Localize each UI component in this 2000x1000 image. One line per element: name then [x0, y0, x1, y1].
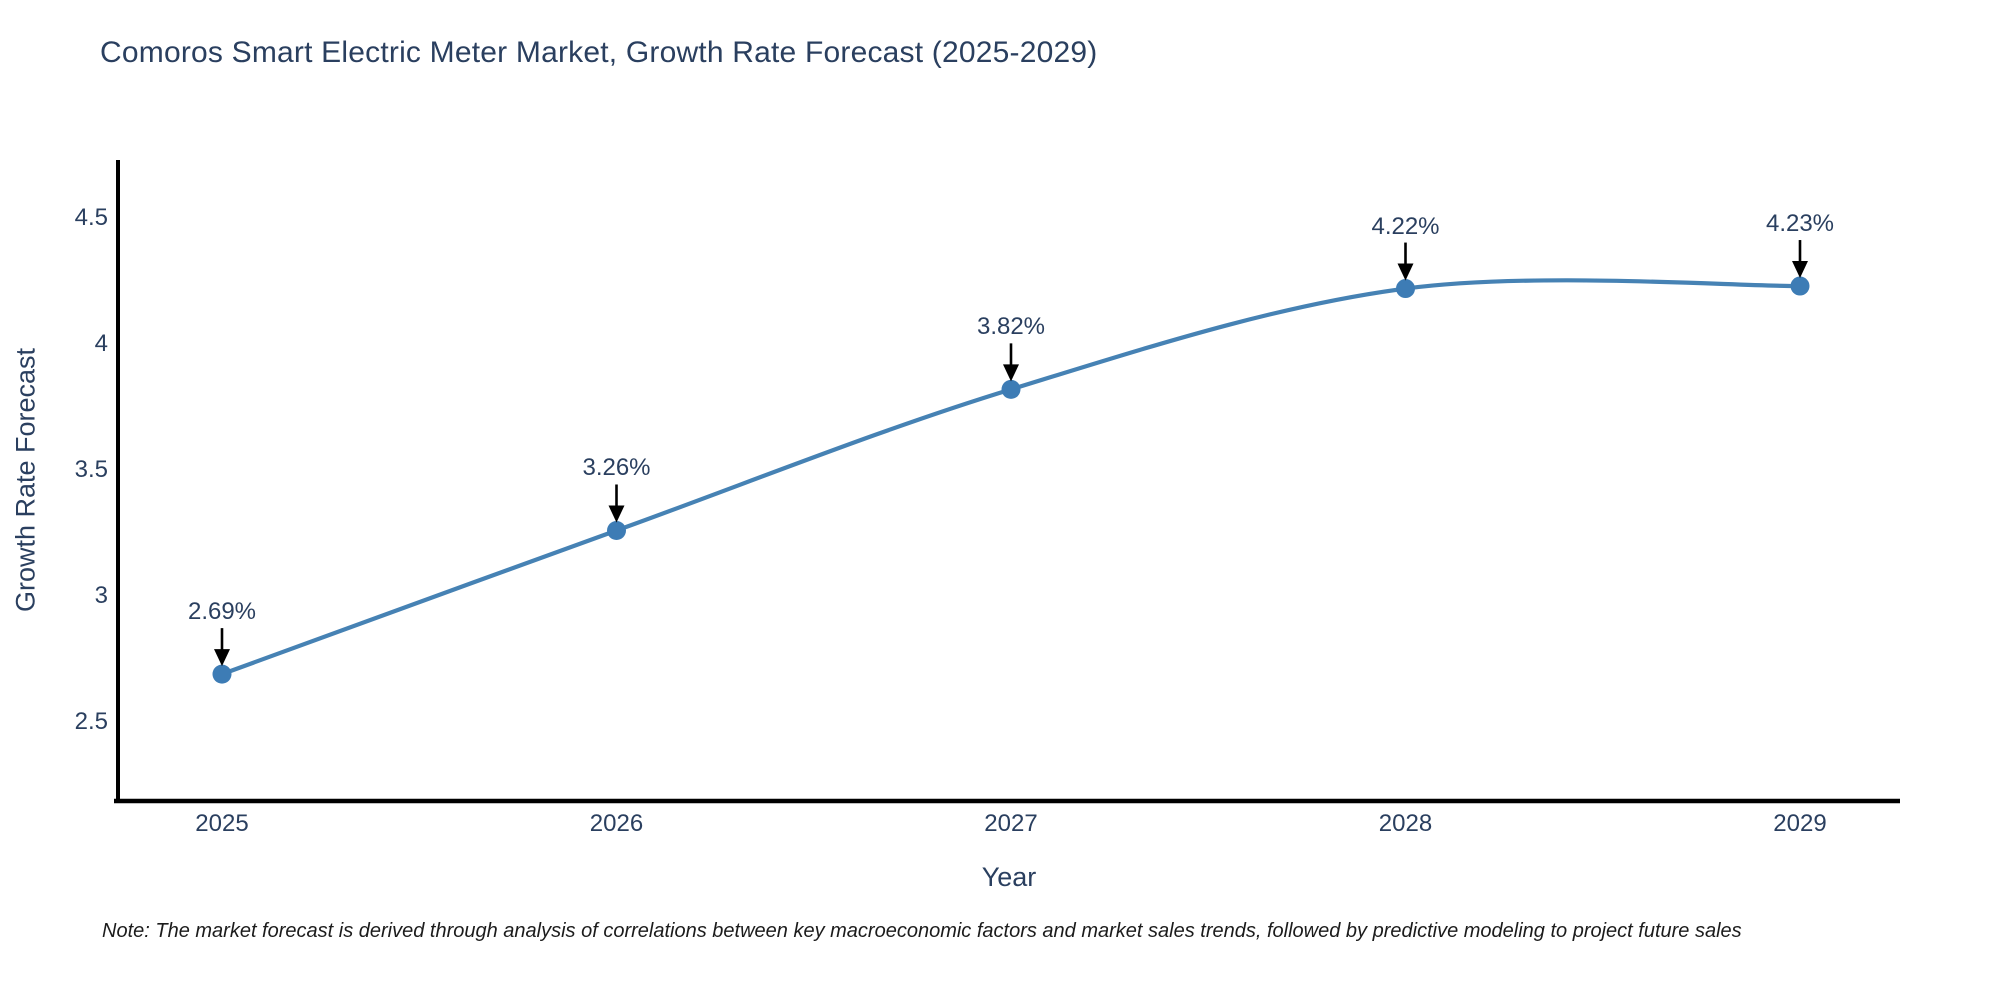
x-axis-title: Year: [981, 862, 1037, 892]
y-tick-label: 4.5: [74, 204, 108, 231]
data-point-marker: [607, 520, 626, 540]
x-tick-label: 2026: [589, 810, 644, 837]
annotation-arrowhead: [1792, 261, 1808, 279]
point-value-label: 3.26%: [582, 454, 651, 482]
annotation-arrowhead: [608, 505, 625, 523]
point-value-label: 2.69%: [187, 598, 257, 626]
chart-note: Note: The market forecast is derived thr…: [102, 920, 1742, 942]
data-point-marker: [212, 664, 232, 684]
point-value-label: 4.22%: [1371, 212, 1440, 240]
y-tick-label: 2.5: [74, 708, 108, 735]
annotation-arrowhead: [214, 649, 230, 667]
data-point-marker: [1001, 379, 1021, 399]
point-value-label: 4.23%: [1765, 210, 1835, 238]
annotation-arrowhead: [1003, 364, 1019, 382]
x-tick-label: 2025: [195, 810, 249, 837]
y-tick-label: 3: [94, 582, 108, 609]
data-point-marker: [1790, 276, 1810, 296]
x-tick-label: 2027: [984, 810, 1038, 837]
x-tick-label: 2028: [1378, 810, 1433, 837]
x-tick-label: 2029: [1773, 810, 1827, 837]
data-point-marker: [1396, 279, 1415, 299]
chart-title: Comoros Smart Electric Meter Market, Gro…: [100, 36, 1098, 69]
annotation-arrowhead: [1397, 263, 1414, 281]
y-tick-label: 4: [94, 330, 108, 357]
point-value-label: 3.82%: [976, 313, 1046, 341]
y-tick-label: 3.5: [74, 456, 108, 483]
